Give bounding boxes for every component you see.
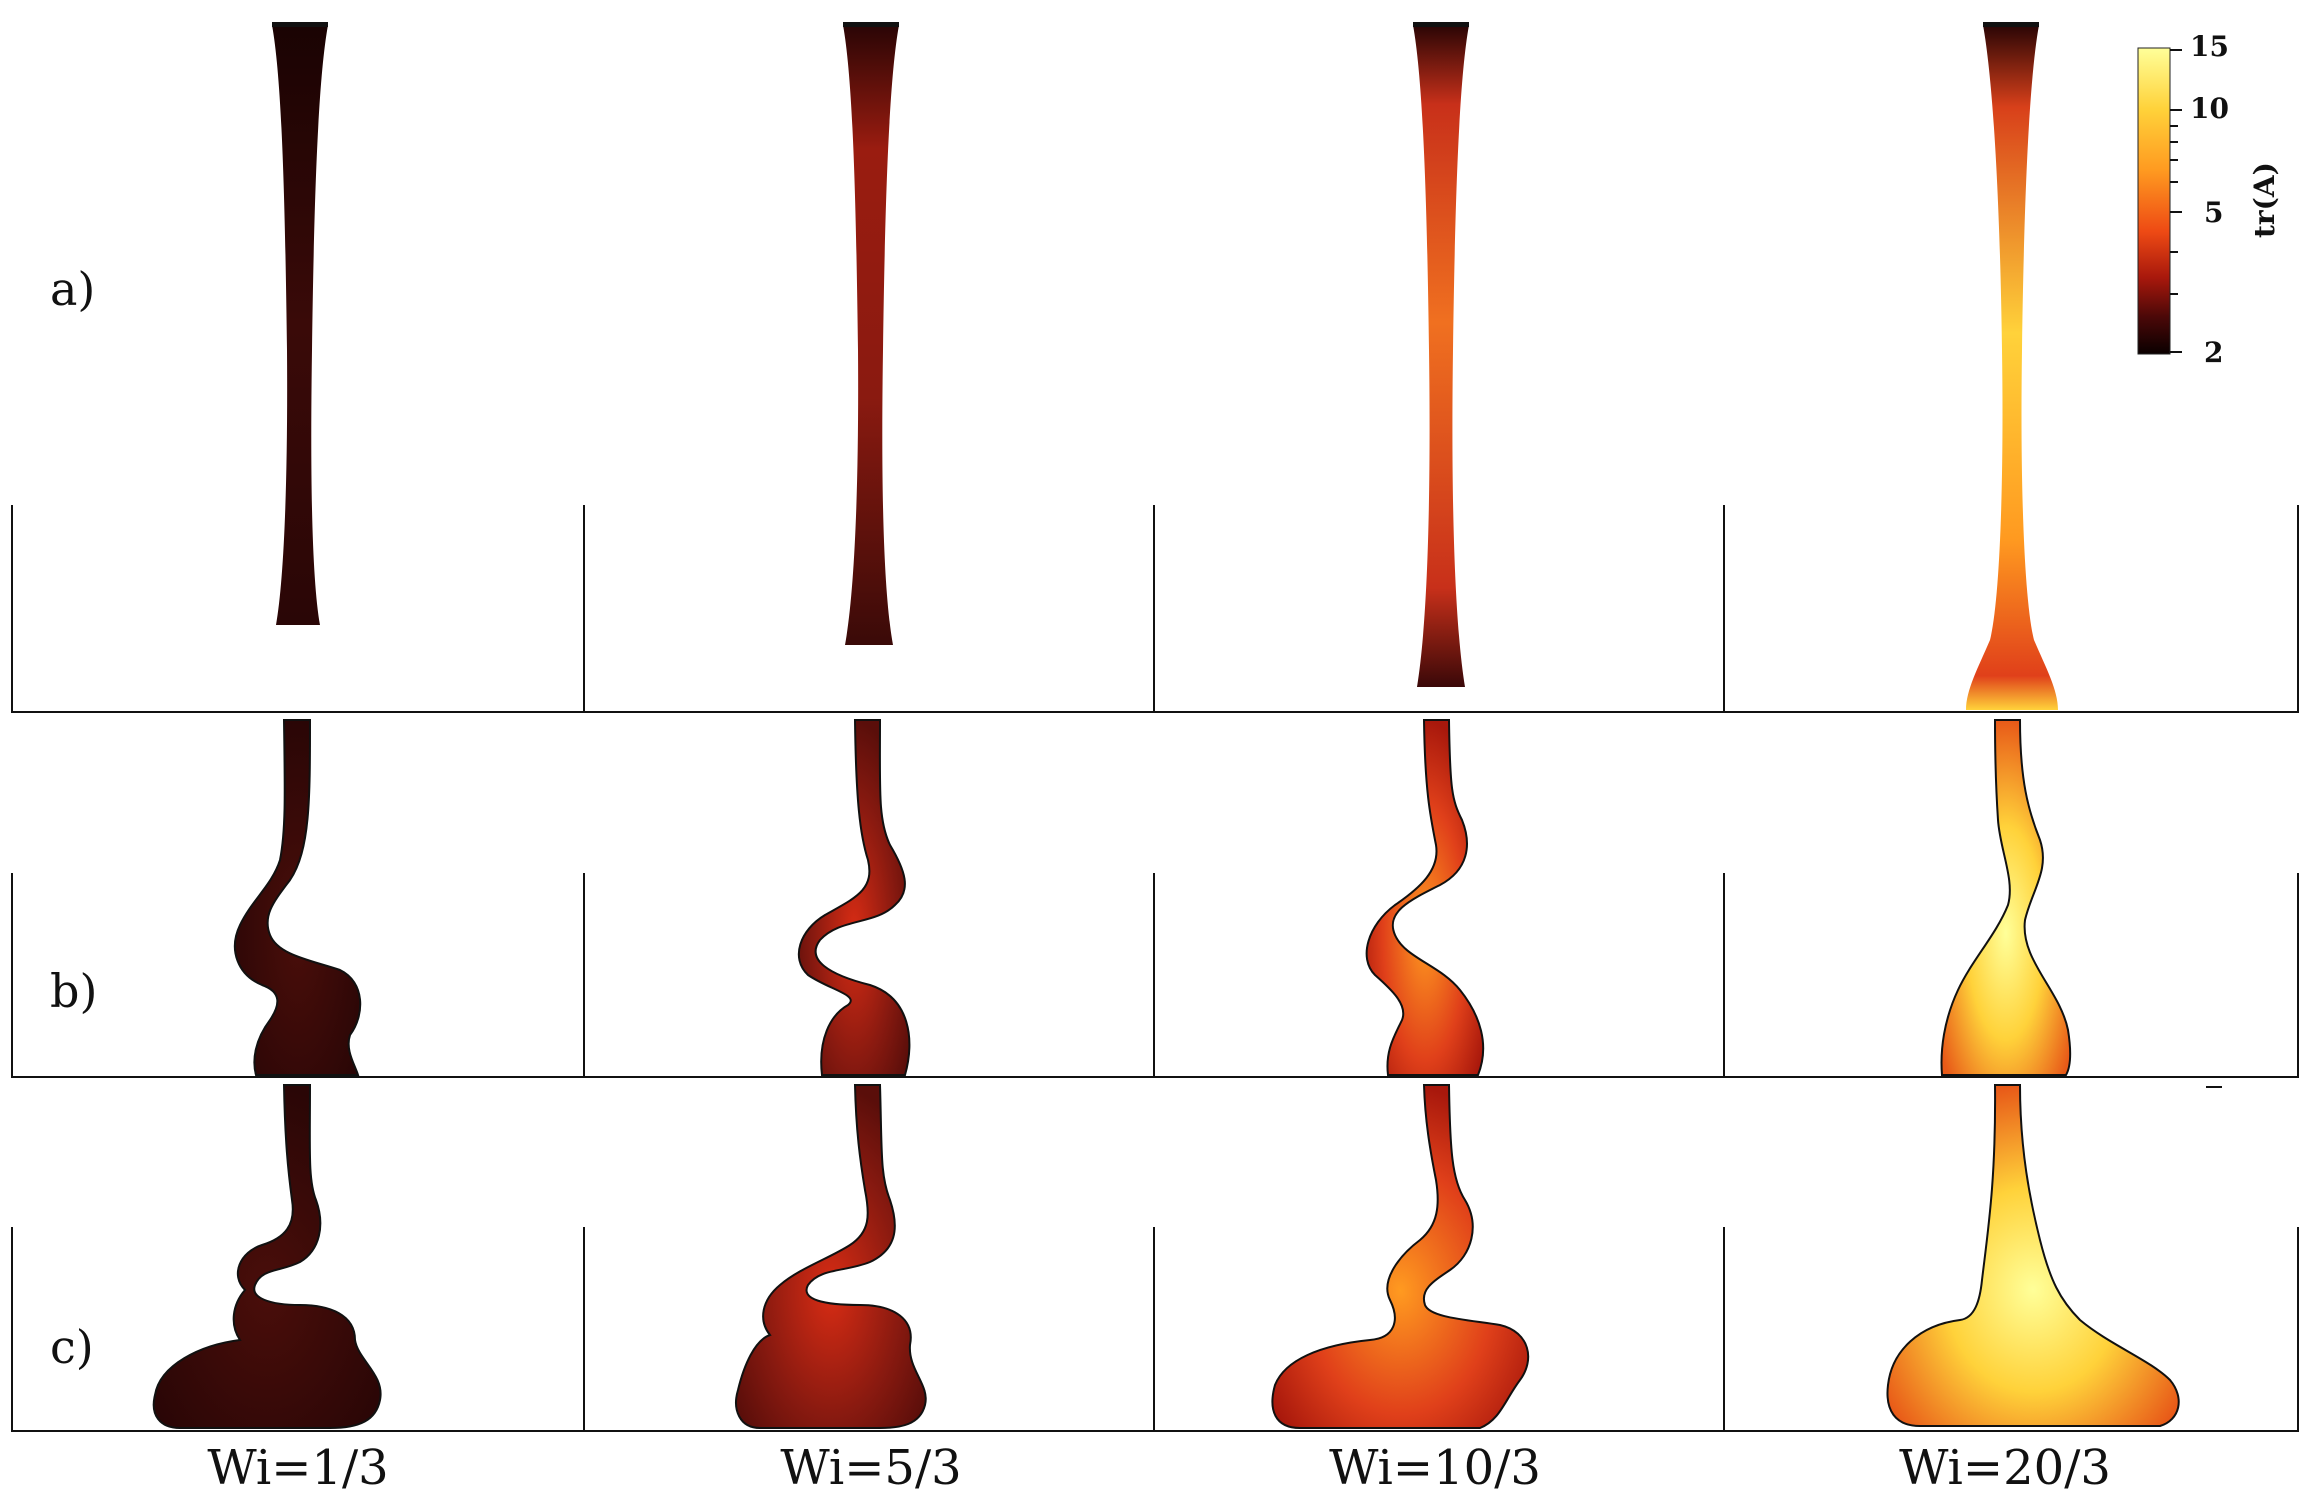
row-label-c: c) bbox=[50, 1320, 94, 1374]
row-label-b: b) bbox=[50, 964, 98, 1018]
jet-a-wi-20-3 bbox=[1966, 22, 2058, 710]
jet-a-wi-5-3 bbox=[843, 22, 899, 645]
jet-c-wi-10-3 bbox=[1271, 1084, 1530, 1429]
jet-b-wi-1-3 bbox=[234, 719, 362, 1076]
jet-a-wi-10-3 bbox=[1413, 22, 1469, 687]
jet-c-wi-1-3 bbox=[152, 1084, 382, 1429]
row-a-frames bbox=[11, 505, 2299, 713]
colorbar-tick-10: 10 bbox=[2190, 92, 2229, 125]
column-label-wi-5-3: Wi=5/3 bbox=[780, 1440, 962, 1496]
colorbar-tick-5: 5 bbox=[2204, 196, 2224, 229]
jet-c-wi-5-3 bbox=[735, 1084, 927, 1429]
jet-a-wi-1-3 bbox=[272, 22, 328, 625]
row-b-frames bbox=[11, 873, 2299, 1078]
colorbar-tick-15: 15 bbox=[2190, 30, 2229, 63]
colorbar-tick-2: 2 bbox=[2204, 336, 2224, 369]
column-label-wi-20-3: Wi=20/3 bbox=[1899, 1440, 2111, 1496]
colorbar-title: tr(A) bbox=[2248, 162, 2281, 238]
column-label-wi-10-3: Wi=10/3 bbox=[1329, 1440, 1541, 1496]
jet-b-wi-20-3 bbox=[1940, 719, 2072, 1076]
column-label-wi-1-3: Wi=1/3 bbox=[207, 1440, 389, 1496]
row-c-frames bbox=[11, 1227, 2299, 1432]
jet-b-wi-10-3 bbox=[1365, 719, 1485, 1076]
jet-b-wi-5-3 bbox=[798, 719, 911, 1076]
jet-c-wi-20-3 bbox=[1886, 1084, 2180, 1427]
colorbar bbox=[2137, 47, 2182, 355]
row-label-a: a) bbox=[50, 262, 96, 316]
